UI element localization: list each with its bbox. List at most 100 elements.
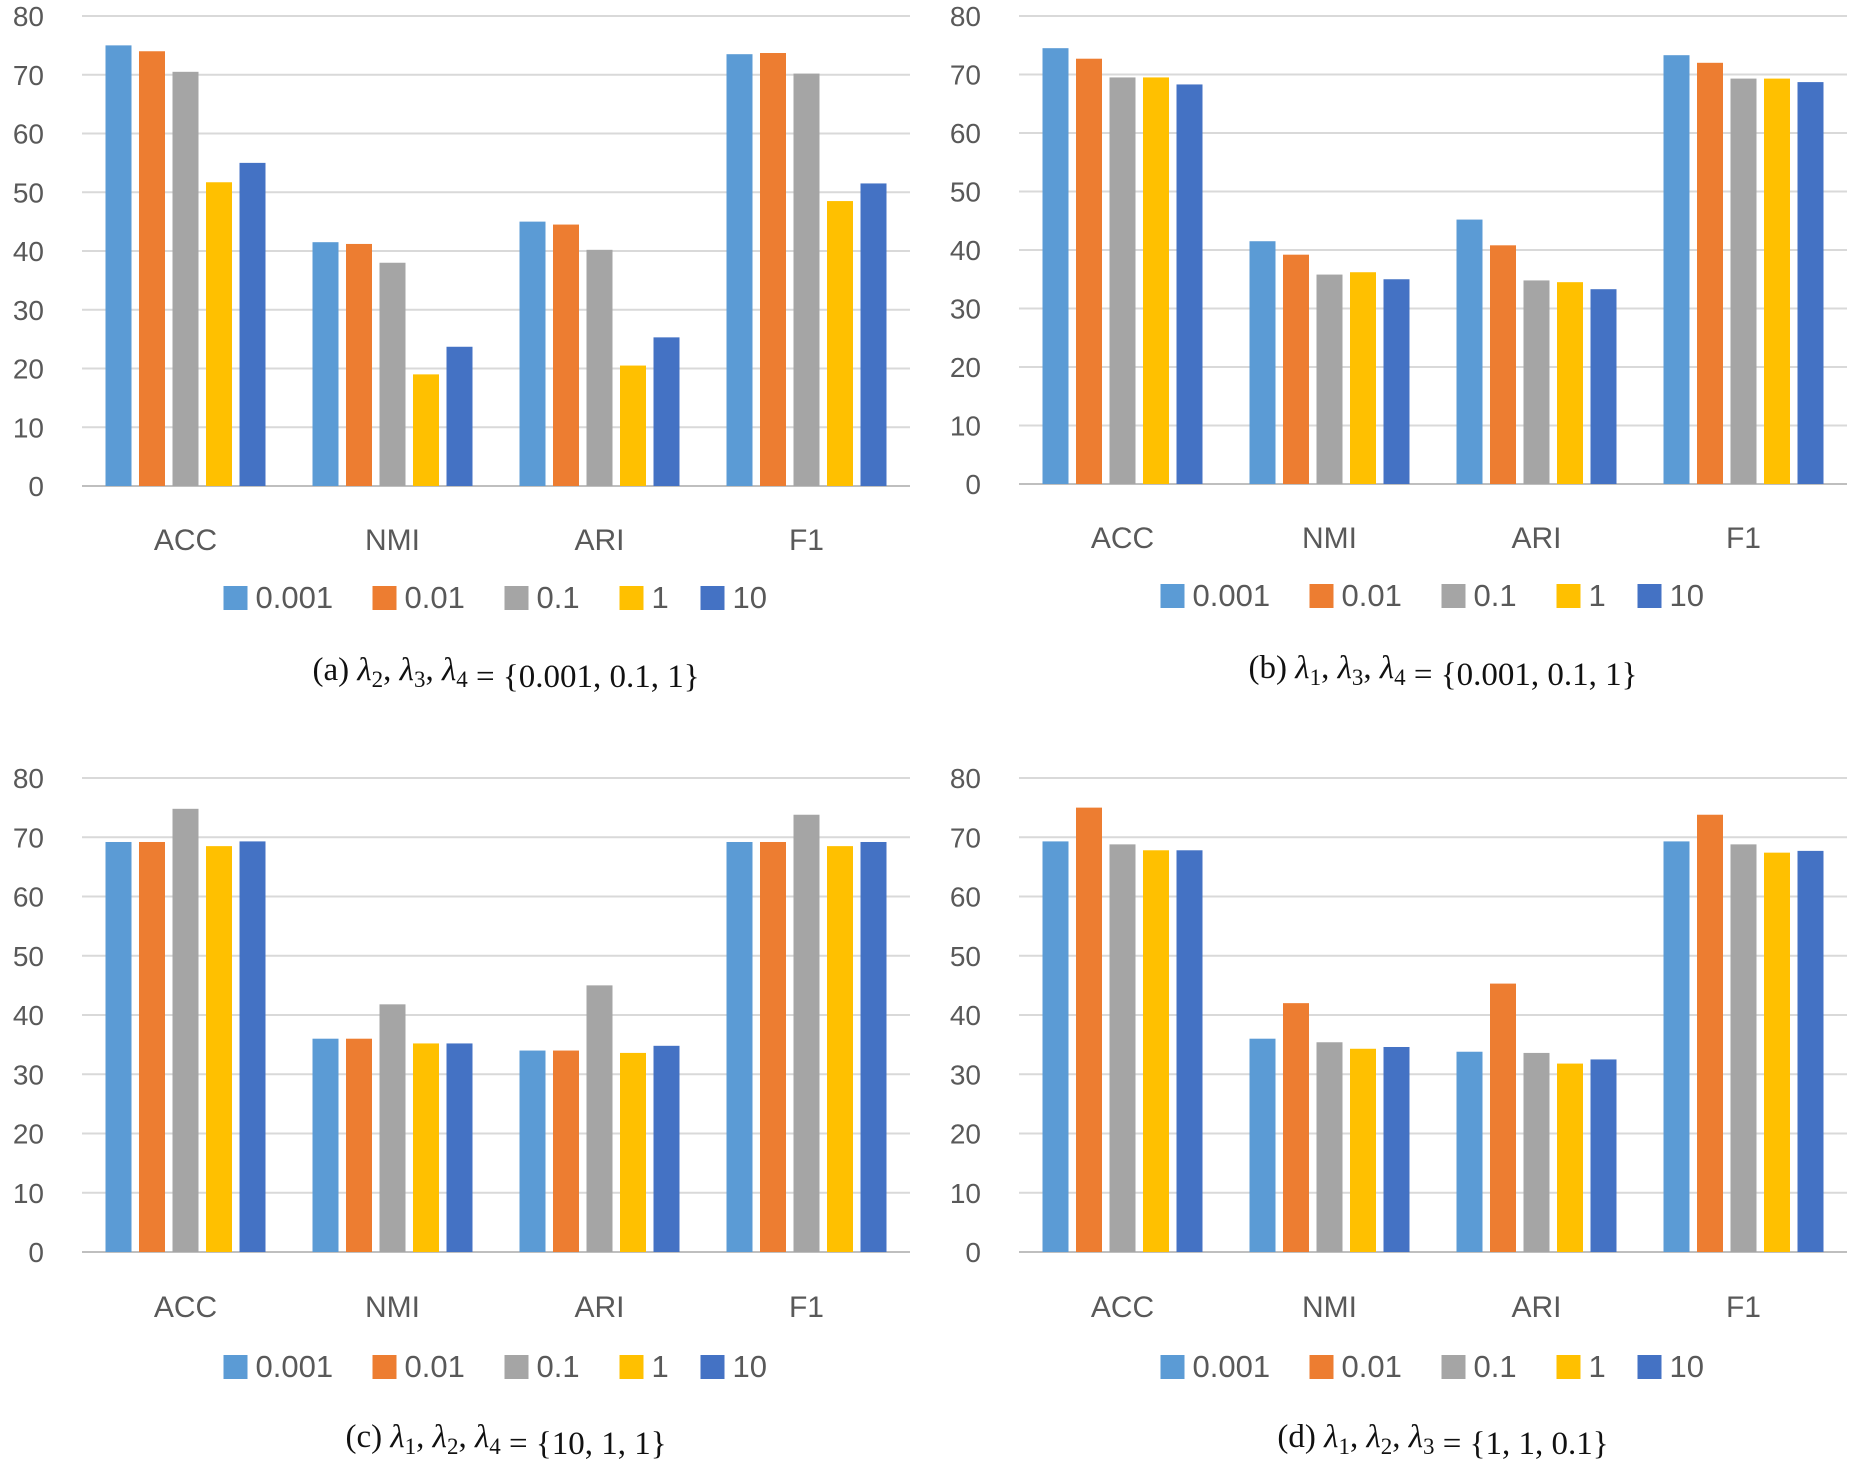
bar-acc-series-0 [1042, 841, 1069, 1252]
y-tick-label: 20 [950, 352, 981, 383]
chart-b: 0 10 20 30 40 50 60 70 80 ACC NMI ARI F1 0.001 0.01 0.1… [950, 1, 1847, 693]
bar-nmi-series-4 [1383, 279, 1410, 484]
y-tick-label: 60 [950, 118, 981, 149]
legend-label: 0.001 [1193, 578, 1271, 613]
legend-label: 10 [1670, 1349, 1704, 1384]
caption-separator: , [1350, 1419, 1367, 1455]
caption-separator: , [425, 652, 442, 688]
legend-label: 10 [733, 580, 767, 615]
y-tick-label: 80 [950, 763, 981, 794]
bar-f1-series-0 [1663, 841, 1690, 1252]
bar-f1-series-3 [827, 201, 853, 486]
y-tick-label: 70 [13, 60, 44, 91]
bar-ari-series-1 [553, 1050, 579, 1252]
bar-acc-series-0 [1042, 48, 1069, 485]
caption-set: {0.001, 0.1, 1} [503, 659, 700, 695]
y-tick-label: 80 [13, 1, 44, 32]
category-label: ACC [154, 524, 217, 557]
legend-swatch [1637, 1355, 1662, 1379]
bar-f1-series-0 [726, 54, 753, 486]
legend-label: 1 [1589, 578, 1606, 613]
y-tick-label: 20 [13, 1119, 44, 1150]
bar-ari-series-0 [1456, 1051, 1483, 1252]
legend-label: 1 [652, 1349, 669, 1384]
bar-f1-series-4 [1797, 850, 1824, 1252]
y-tick-label: 80 [13, 763, 44, 794]
caption-lambda: λ [356, 652, 371, 688]
bar-nmi-series-0 [1249, 241, 1276, 484]
bar-ari-series-4 [653, 337, 680, 486]
legend-swatch [1160, 1355, 1185, 1379]
y-tick-label: 0 [965, 1237, 981, 1268]
bar-f1-series-3 [1764, 78, 1790, 484]
legend-swatch [1441, 1355, 1466, 1379]
y-tick-label: 40 [950, 235, 981, 266]
bar-ari-series-4 [1590, 289, 1617, 484]
caption-separator: , [1321, 650, 1338, 686]
category-label: F1 [1726, 1291, 1761, 1324]
bar-f1-series-2 [793, 73, 820, 486]
legend-swatch [1309, 1355, 1334, 1379]
legend-label: 0.001 [1193, 1349, 1271, 1384]
bar-nmi-series-2 [379, 262, 406, 486]
bar-f1-series-4 [860, 841, 887, 1252]
y-tick-label: 50 [13, 177, 44, 208]
bar-nmi-series-4 [446, 346, 473, 486]
y-tick-label: 50 [950, 941, 981, 972]
bar-f1-series-2 [1730, 78, 1757, 484]
y-tick-label: 0 [28, 1237, 44, 1268]
caption-lambda: λ [441, 652, 456, 688]
caption-separator: , [416, 1419, 433, 1455]
bar-acc-series-2 [1109, 77, 1136, 485]
y-tick-label: 30 [950, 294, 981, 325]
legend-swatch [372, 1355, 397, 1379]
chart-panel-c: 0 10 20 30 40 50 60 70 80 ACC NMI ARI F1 0.001 0.01 0.1… [0, 735, 936, 1469]
bar-nmi-series-1 [346, 243, 372, 486]
caption: (a) λ2, λ3, λ4 = {0.001, 0.1, 1} [312, 652, 699, 695]
caption-equals: = [1406, 657, 1441, 693]
bar-nmi-series-1 [346, 1038, 372, 1252]
bar-nmi-series-1 [1283, 1003, 1309, 1252]
legend-label: 0.001 [256, 580, 334, 615]
bar-acc-series-4 [239, 162, 266, 486]
y-tick-label: 40 [950, 1000, 981, 1031]
bar-acc-series-1 [139, 841, 165, 1252]
legend-label: 0.01 [405, 580, 465, 615]
y-tick-label: 40 [13, 236, 44, 267]
bar-nmi-series-4 [446, 1043, 473, 1252]
legend-label: 0.001 [256, 1349, 334, 1384]
bar-f1-series-3 [827, 846, 853, 1252]
bar-acc-series-1 [1076, 58, 1102, 485]
y-tick-label: 70 [13, 822, 44, 853]
bar-acc-series-2 [1109, 844, 1136, 1252]
caption-lambda: λ [1294, 650, 1309, 686]
legend-label: 0.01 [1342, 1349, 1402, 1384]
bar-ari-series-2 [1523, 1052, 1550, 1252]
legend-label: 10 [1670, 578, 1704, 613]
bar-f1-series-1 [1697, 62, 1723, 485]
caption-set: {1, 1, 0.1} [1470, 1426, 1609, 1462]
y-tick-label: 40 [13, 1000, 44, 1031]
legend-label: 0.1 [537, 1349, 580, 1384]
bar-ari-series-3 [1557, 1063, 1583, 1252]
bar-nmi-series-2 [1316, 274, 1343, 484]
caption-subscript: 1 [1310, 665, 1322, 690]
bar-ari-series-0 [1456, 219, 1483, 484]
bar-nmi-series-0 [1249, 1038, 1276, 1252]
bar-ari-series-2 [586, 249, 613, 486]
legend-label: 0.01 [405, 1349, 465, 1384]
y-tick-label: 50 [13, 941, 44, 972]
bar-nmi-series-3 [1350, 1048, 1376, 1252]
y-tick-label: 0 [28, 471, 44, 502]
caption-separator: , [1363, 650, 1380, 686]
bar-acc-series-2 [172, 808, 199, 1252]
bar-f1-series-4 [1797, 82, 1824, 484]
legend-label: 1 [1589, 1349, 1606, 1384]
y-tick-label: 30 [13, 295, 44, 326]
caption-tag: (b) [1249, 650, 1296, 686]
y-tick-label: 10 [950, 1178, 981, 1209]
legend-label: 10 [733, 1349, 767, 1384]
caption: (c) λ1, λ2, λ4 = {10, 1, 1} [345, 1419, 666, 1462]
category-label: ACC [1091, 522, 1154, 555]
legend-label: 0.1 [537, 580, 580, 615]
